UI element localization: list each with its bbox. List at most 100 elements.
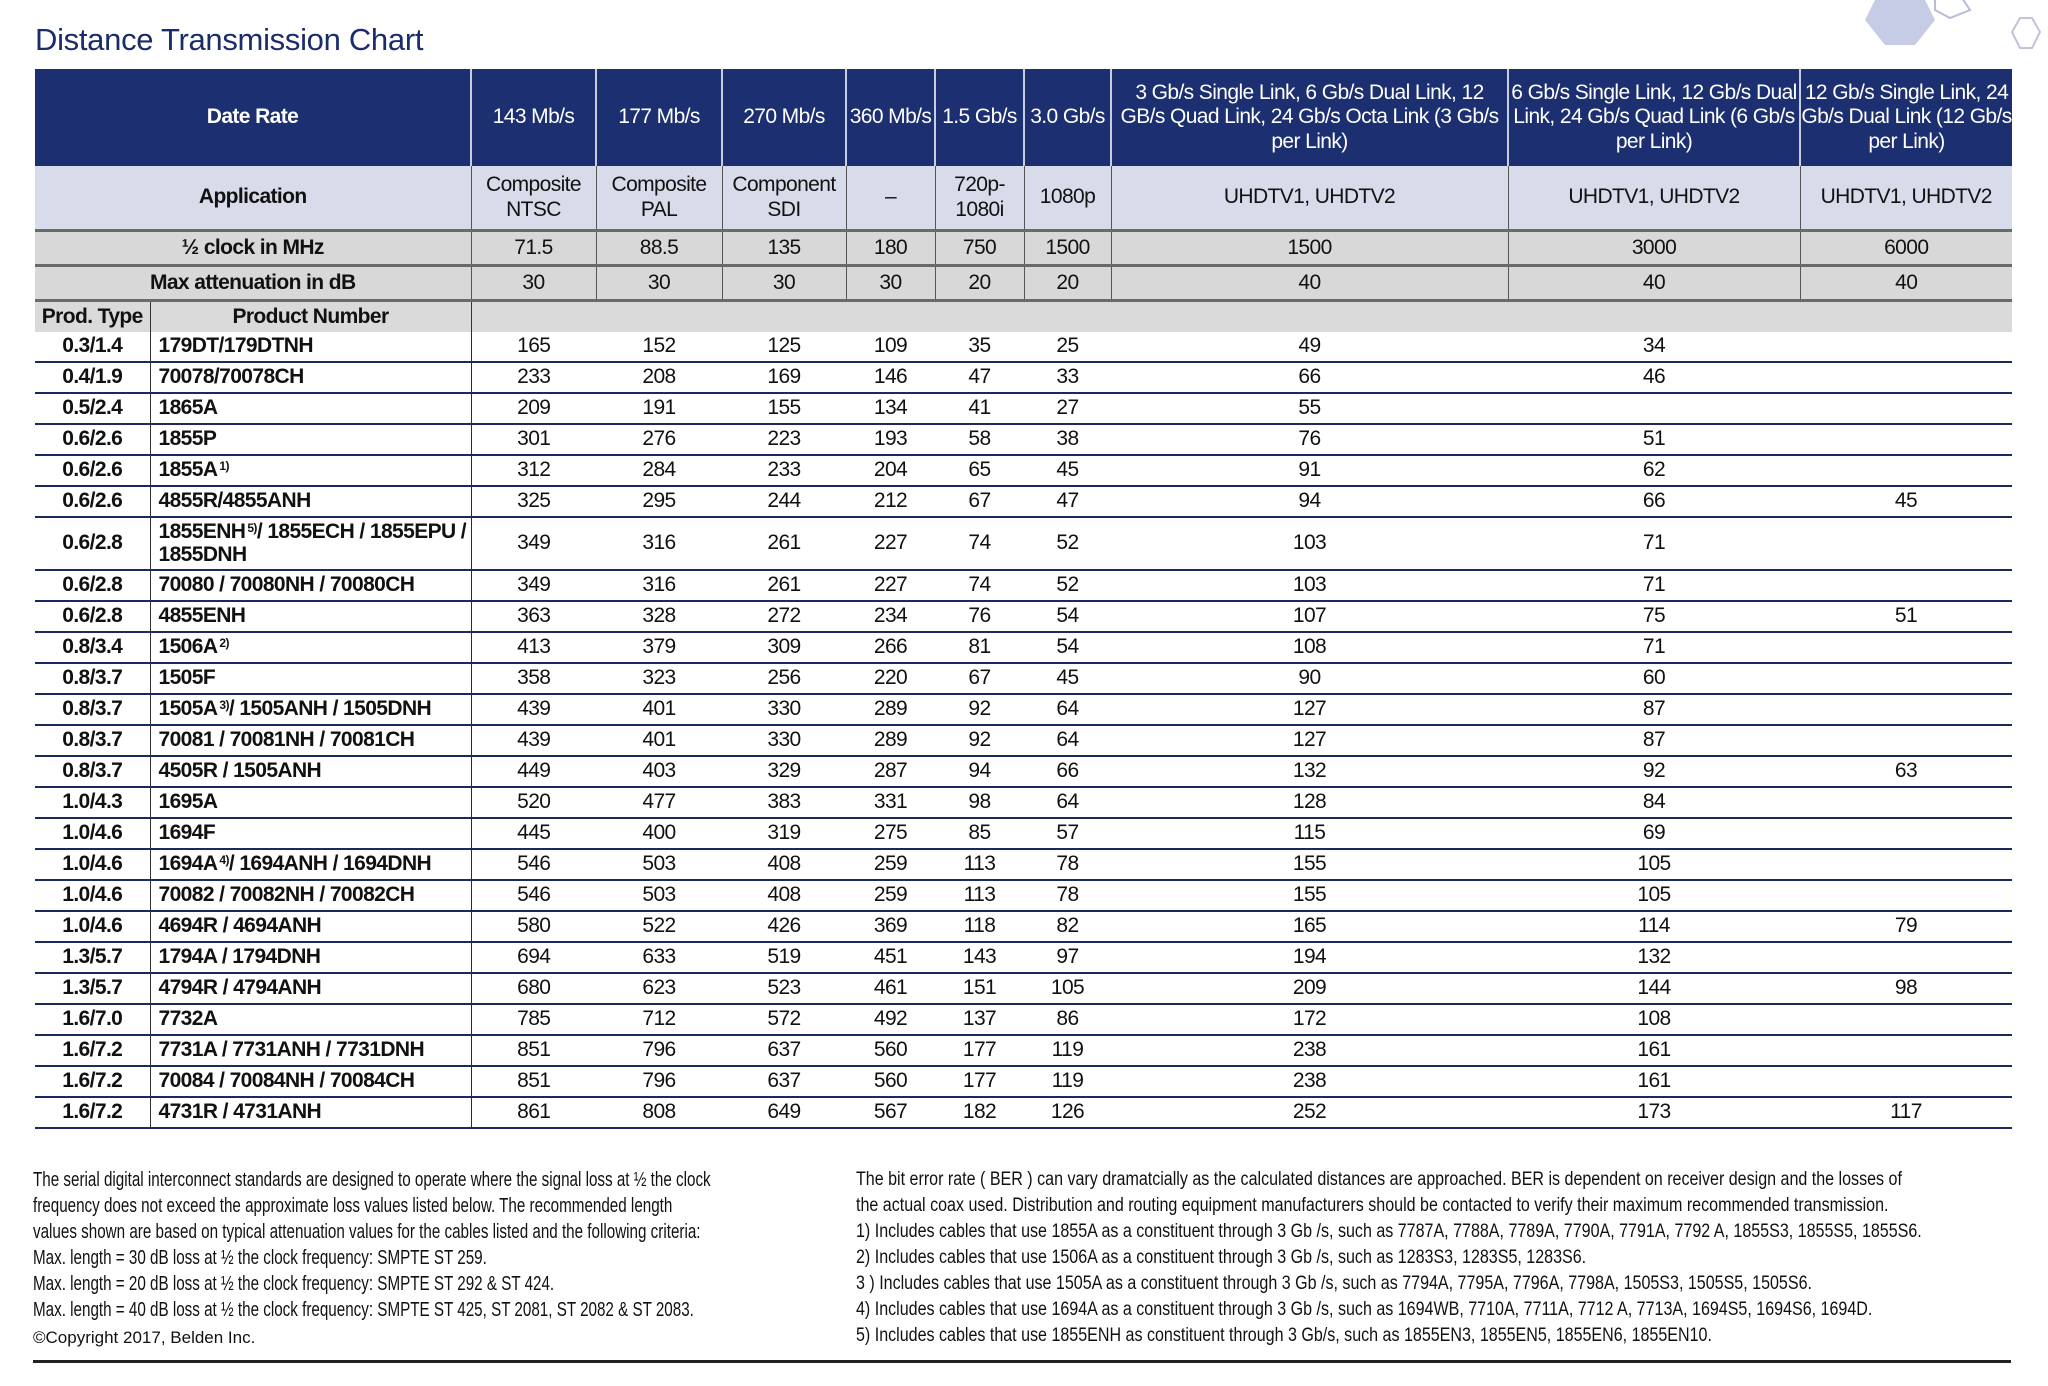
prod-type-cell: 0.3/1.4 [35,332,150,363]
product-number: 70081 / 70081NH / 70081CH [158,728,415,752]
distance-cell: 155 [1111,849,1508,881]
product-number: 4855ENH [158,604,246,628]
distance-cell: 51 [1800,601,2012,633]
distance-cell: 408 [722,849,846,881]
distance-cell: 58 [935,424,1024,456]
distance-cell: 155 [722,393,846,425]
prod-type-cell: 0.8/3.7 [35,663,150,695]
distance-cell: 67 [935,663,1024,695]
distance-cell: 128 [1111,787,1508,819]
rate-header: 143 Mb/s [470,69,596,166]
distance-cell: 289 [846,694,935,726]
application-cell: Component SDI [721,166,846,231]
product-number: 1794A / 1794DNH [158,945,321,969]
criteria-note: The serial digital interconnect standard… [33,1167,711,1323]
distance-cell: 69 [1508,818,1800,850]
distance-cell: 85 [935,818,1024,850]
table-row: 0.6/2.6 4855R/4855ANH 325 295 244 212 67 47 94 66… [35,486,2012,518]
distance-cell: 64 [1024,787,1111,819]
distance-cell: 92 [1508,756,1800,788]
text-line: 1) Includes cables that use 1855A as a c… [856,1221,1922,1242]
distance-cell: 633 [596,942,722,974]
distance-cell [1800,632,2012,664]
distance-cell: 637 [722,1066,846,1098]
table-row: 1.6/7.2 70084 / 70084NH / 70084CH 851 796 63… [35,1066,2012,1098]
application-cell: UHDTV1, UHDTV2 [1507,166,1800,231]
product-number-cell: 1855P [149,424,472,456]
distance-cell: 105 [1024,973,1111,1005]
distance-cell: 119 [1024,1035,1111,1067]
clock-cell: 6000 [1799,229,2012,266]
distance-cell: 580 [471,911,596,943]
distance-cell [1800,424,2012,456]
distance-cell: 108 [1508,1004,1800,1036]
product-number-cell: 4855R/4855ANH [149,486,472,518]
distance-cell: 92 [935,725,1024,757]
distance-cell: 155 [1111,880,1508,912]
distance-cell: 193 [846,424,935,456]
clock-cell: 750 [934,229,1024,266]
distance-cell: 785 [471,1004,596,1036]
distance-cell: 127 [1111,725,1508,757]
distance-cell: 331 [846,787,935,819]
distance-cell [1800,1066,2012,1098]
distance-cell: 94 [1111,486,1508,518]
distance-cell: 238 [1111,1066,1508,1098]
table-row: 0.4/1.9 70078/70078CH 233 208 169 146 47 33 66 46 [35,362,2012,394]
distance-cell: 408 [722,880,846,912]
distance-cell: 519 [722,942,846,974]
distance-cell: 152 [596,332,722,363]
prod-type-cell: 1.0/4.6 [35,849,150,881]
product-number-cell: 1695A [149,787,472,819]
max-attenuation-row: Max attenuation in dB 30 30 30 30 20 20 40 40 40 [35,264,2012,301]
text-line: values shown are based on typical attenu… [33,1221,701,1243]
distance-cell: 90 [1111,663,1508,695]
distance-cell: 33 [1024,362,1111,394]
distance-cell: 38 [1024,424,1111,456]
distance-cell: 87 [1508,725,1800,757]
distance-cell: 45 [1024,663,1111,695]
attenuation-cell: 40 [1799,264,2012,301]
distance-cell: 445 [471,818,596,850]
distance-cell: 330 [722,725,846,757]
distance-cell [1800,849,2012,881]
distance-cell: 546 [471,849,596,881]
distance-cell: 74 [935,517,1024,571]
prod-type-cell: 0.8/3.7 [35,694,150,726]
distance-cell: 34 [1508,332,1800,363]
distance-cell: 78 [1024,849,1111,881]
product-number: 1505A [158,697,218,721]
distance-cell: 46 [1508,362,1800,394]
distance-cell: 451 [846,942,935,974]
distance-cell: 439 [471,694,596,726]
distance-cell: 204 [846,455,935,487]
product-number-cell: 179DT/179DTNH [149,332,472,363]
distance-cell: 259 [846,880,935,912]
distance-cell: 861 [471,1097,596,1129]
distance-cell: 275 [846,818,935,850]
distance-cell: 325 [471,486,596,518]
distance-cell: 503 [596,849,722,881]
distance-cell: 523 [722,973,846,1005]
application-cell: Composite PAL [595,166,722,231]
distance-cell: 328 [596,601,722,633]
table-row: 0.6/2.6 1855P 301 276 223 193 58 38 76 51 [35,424,2012,456]
distance-cell: 79 [1800,911,2012,943]
distance-cell: 461 [846,973,935,1005]
distance-cell: 75 [1508,601,1800,633]
clock-cell: 135 [721,229,846,266]
product-number: 4694R / 4694ANH [158,914,322,938]
distance-cell: 98 [1800,973,2012,1005]
distance-cell: 403 [596,756,722,788]
rate-header: 1.5 Gb/s [934,69,1024,166]
rate-header: 12 Gb/s Single Link, 24 Gb/s Dual Link (… [1799,69,2012,166]
distance-cell: 172 [1111,1004,1508,1036]
distance-cell: 546 [471,880,596,912]
prod-type-cell: 0.8/3.7 [35,725,150,757]
table-row: 0.5/2.4 1865A 209 191 155 134 41 27 55 [35,393,2012,425]
distance-cell [1800,663,2012,695]
distance-cell: 637 [722,1035,846,1067]
distance-cell: 81 [935,632,1024,664]
distance-cell: 49 [1111,332,1508,363]
application-row-label: Application [35,166,471,231]
